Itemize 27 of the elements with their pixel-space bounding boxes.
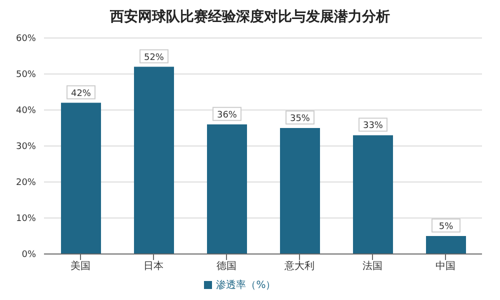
bar <box>207 124 247 254</box>
bar <box>280 128 320 254</box>
y-tick-label: 10% <box>16 214 36 224</box>
data-label: 33% <box>362 121 384 132</box>
bar <box>426 236 466 254</box>
x-tick-label: 美国 <box>70 260 90 272</box>
y-tick-label: 0% <box>22 250 36 260</box>
y-tick-label: 30% <box>16 142 36 152</box>
x-tick-label: 德国 <box>216 261 236 272</box>
data-label: 35% <box>290 114 310 124</box>
y-tick-label: 50% <box>16 70 36 80</box>
x-tick-label: 意大利 <box>284 260 314 272</box>
chart-title: 西安网球队比赛经验深度对比与发展潜力分析 <box>109 8 391 27</box>
legend-label: 渗透率（%） <box>216 280 276 291</box>
bar <box>134 66 174 254</box>
data-label: 42% <box>70 88 92 99</box>
x-tick-label: 中国 <box>436 260 456 272</box>
y-tick-label: 20% <box>16 178 36 188</box>
x-tick-label: 法国 <box>362 260 382 272</box>
bar <box>353 135 393 254</box>
data-label: 52% <box>144 52 164 63</box>
x-tick-label: 日本 <box>144 260 164 272</box>
bar <box>61 102 101 254</box>
y-tick-label: 40% <box>16 106 36 116</box>
y-tick-label: 60% <box>16 34 36 44</box>
data-label: 36% <box>216 110 238 120</box>
data-label: 5% <box>438 222 454 232</box>
